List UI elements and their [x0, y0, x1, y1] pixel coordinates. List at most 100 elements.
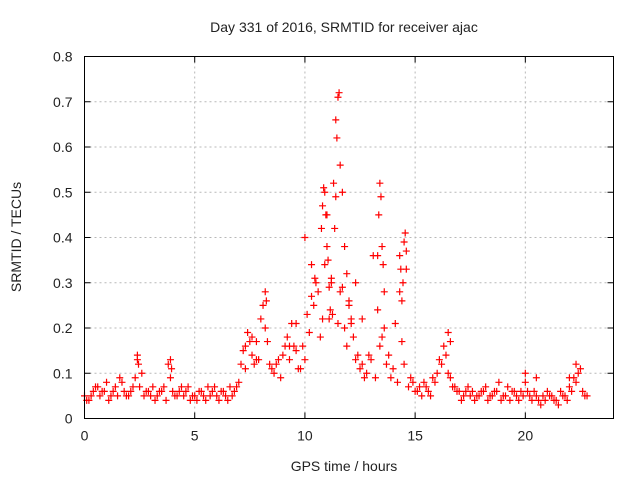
data-point	[365, 351, 373, 359]
data-point	[246, 338, 254, 346]
data-point	[305, 329, 313, 337]
data-point	[407, 374, 415, 382]
data-point	[398, 297, 406, 305]
data-point	[96, 392, 104, 400]
data-point	[377, 193, 385, 201]
data-point	[248, 351, 256, 359]
data-point	[182, 387, 190, 395]
data-point	[513, 392, 521, 400]
data-point	[332, 193, 340, 201]
data-point	[120, 387, 128, 395]
data-point	[354, 351, 362, 359]
data-point	[303, 310, 311, 318]
data-point	[263, 338, 271, 346]
data-point	[400, 238, 408, 246]
data-point	[317, 224, 325, 232]
data-point	[352, 356, 360, 364]
data-point	[352, 279, 360, 287]
data-point	[114, 392, 122, 400]
data-point	[543, 387, 551, 395]
data-point	[105, 396, 113, 404]
data-point	[136, 383, 144, 391]
axes: 0 5 10 15 20 0 0.1 0.2 0.3 0.4 0.5 0.6 0.7 0.8	[53, 49, 614, 444]
data-point	[506, 396, 514, 404]
data-point	[400, 360, 408, 368]
data-point	[332, 116, 340, 124]
data-point	[89, 387, 97, 395]
data-point	[336, 161, 344, 169]
data-point	[197, 387, 205, 395]
data-point	[442, 351, 450, 359]
data-point	[211, 383, 219, 391]
data-point	[127, 387, 135, 395]
data-point	[103, 378, 111, 386]
data-point	[308, 261, 316, 269]
data-point	[376, 342, 384, 350]
data-point	[380, 288, 388, 296]
data-point	[416, 383, 424, 391]
data-point	[418, 392, 426, 400]
y-tick-label: 0.8	[53, 49, 73, 65]
data-point	[510, 387, 518, 395]
data-point	[327, 274, 335, 282]
data-point	[574, 369, 582, 377]
data-point	[204, 383, 212, 391]
x-tick-label: 15	[407, 428, 423, 444]
data-point	[385, 351, 393, 359]
data-point	[323, 243, 331, 251]
data-point	[335, 89, 343, 97]
y-tick-label: 0.4	[53, 230, 73, 246]
data-point	[252, 356, 260, 364]
data-point	[521, 378, 529, 386]
data-point	[504, 383, 512, 391]
data-point	[468, 387, 476, 395]
data-point	[308, 292, 316, 300]
data-point	[475, 392, 483, 400]
data-point	[581, 392, 589, 400]
data-point	[153, 392, 161, 400]
data-point	[166, 356, 174, 364]
data-point	[219, 387, 227, 395]
data-point	[226, 383, 234, 391]
data-point	[144, 387, 152, 395]
chart-title: Day 331 of 2016, SRMTID for receiver aja…	[210, 19, 478, 35]
data-point	[405, 383, 413, 391]
data-point	[341, 324, 349, 332]
data-point	[433, 369, 441, 377]
data-point	[541, 396, 549, 404]
data-point	[559, 392, 567, 400]
data-point	[532, 392, 540, 400]
data-point	[524, 387, 532, 395]
data-point	[92, 383, 100, 391]
data-point	[184, 383, 192, 391]
data-point	[334, 319, 342, 327]
data-point	[457, 396, 465, 404]
data-point	[462, 387, 470, 395]
data-point	[177, 383, 185, 391]
data-point	[301, 356, 309, 364]
data-point	[374, 252, 382, 260]
data-point	[320, 184, 328, 192]
data-point	[314, 288, 322, 296]
data-point	[224, 396, 232, 404]
data-point	[131, 374, 139, 382]
data-point	[310, 301, 318, 309]
data-point	[375, 211, 383, 219]
data-points	[81, 89, 591, 409]
y-tick-label: 0	[65, 411, 73, 427]
data-point	[180, 392, 188, 400]
data-point	[378, 243, 386, 251]
data-point	[563, 396, 571, 404]
data-point	[535, 396, 543, 404]
data-point	[292, 319, 300, 327]
data-point	[446, 374, 454, 382]
data-point	[449, 383, 457, 391]
data-point	[138, 369, 146, 377]
data-point	[497, 396, 505, 404]
data-point	[270, 369, 278, 377]
data-point	[334, 93, 342, 101]
data-point	[193, 396, 201, 404]
data-point	[215, 396, 223, 404]
data-point	[453, 387, 461, 395]
data-point	[431, 378, 439, 386]
